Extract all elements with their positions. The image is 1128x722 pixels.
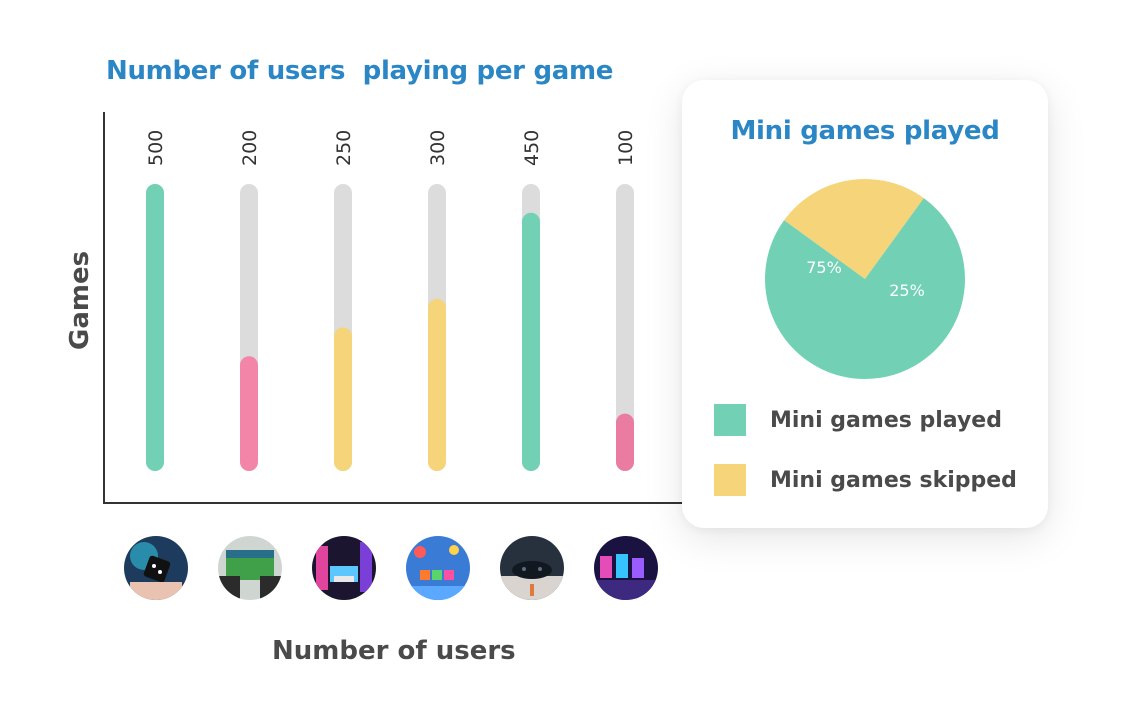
legend-item-played: Mini games played	[714, 403, 1002, 437]
pie-data-label: 25%	[889, 281, 925, 300]
bar-data-label: 100	[615, 130, 637, 166]
bar-data-label: 500	[145, 130, 167, 166]
bar	[616, 413, 634, 471]
bar	[428, 298, 446, 471]
pie-chart: 75% 25%	[765, 179, 965, 379]
legend-label-skipped: Mini games skipped	[770, 467, 1017, 493]
pie-chart-card: Mini games played 75% 25% Mini games play…	[682, 80, 1048, 528]
dice-game-icon	[124, 536, 188, 600]
legend-swatch-skipped	[714, 464, 746, 496]
legend-label-played: Mini games played	[770, 407, 1002, 433]
arcade-game-icon	[312, 536, 376, 600]
pie-slice	[784, 179, 924, 279]
legend-item-skipped: Mini games skipped	[714, 463, 1017, 497]
bar	[240, 356, 258, 471]
legend-swatch-played	[714, 404, 746, 436]
pie-data-label: 75%	[806, 258, 842, 277]
game-arcade-room-icon	[594, 536, 658, 600]
soccer-game-icon	[218, 536, 282, 600]
board-game-icon	[406, 536, 470, 600]
bar-data-label: 250	[333, 130, 355, 166]
gamepad-icon	[500, 536, 564, 600]
bar	[334, 327, 352, 471]
bar-chart-title: Number of users playing per game	[106, 56, 614, 86]
pie-chart-title: Mini games played	[730, 116, 1000, 146]
x-axis-label: Number of users	[272, 636, 516, 666]
bar-data-label: 200	[239, 130, 261, 166]
pie-slice	[765, 198, 965, 379]
bar-chart: 500 200 250 300 450 100	[103, 112, 700, 504]
bar	[146, 184, 164, 471]
bar	[522, 212, 540, 471]
bar-data-label: 450	[521, 130, 543, 166]
bar-data-label: 300	[427, 130, 449, 166]
bar-track	[616, 184, 634, 471]
